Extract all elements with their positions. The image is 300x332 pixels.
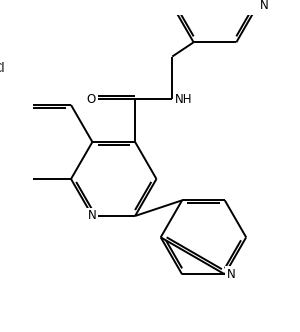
- Text: N: N: [88, 209, 97, 222]
- Text: N: N: [260, 0, 268, 12]
- Text: N: N: [227, 268, 236, 281]
- Text: NH: NH: [174, 93, 192, 106]
- Text: Cl: Cl: [0, 61, 5, 74]
- Text: O: O: [87, 93, 96, 106]
